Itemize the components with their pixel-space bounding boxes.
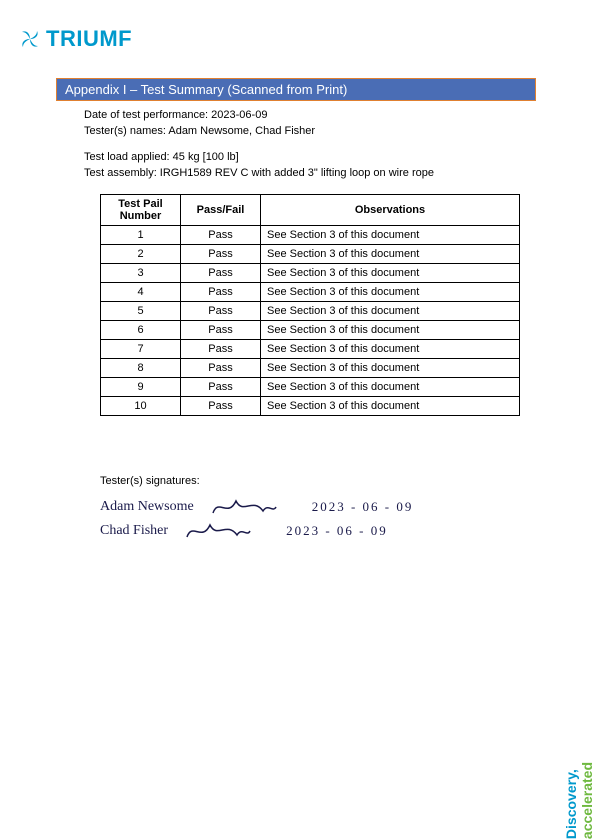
table-row: 6PassSee Section 3 of this document [101, 321, 520, 340]
signature-mark-icon [182, 517, 252, 545]
table-row: 5PassSee Section 3 of this document [101, 302, 520, 321]
footer-word-1: Discovery, [563, 769, 579, 839]
cell-observations: See Section 3 of this document [261, 245, 520, 264]
brand-name: TRIUMF [46, 26, 132, 52]
cell-pass-fail: Pass [181, 340, 261, 359]
table-row: 7PassSee Section 3 of this document [101, 340, 520, 359]
table-row: 4PassSee Section 3 of this document [101, 283, 520, 302]
table-row: 9PassSee Section 3 of this document [101, 378, 520, 397]
signature-date: 2023 - 06 - 09 [312, 499, 414, 515]
cell-pail-number: 2 [101, 245, 181, 264]
signature-line: Adam Newsome 2023 - 06 - 09 [100, 495, 413, 519]
cell-pail-number: 1 [101, 226, 181, 245]
cell-pail-number: 8 [101, 359, 181, 378]
results-table: Test Pail Number Pass/Fail Observations … [100, 194, 520, 416]
signature-block: Tester(s) signatures: Adam Newsome 2023 -… [100, 475, 413, 543]
table-row: 10PassSee Section 3 of this document [101, 397, 520, 416]
table-row: 1PassSee Section 3 of this document [101, 226, 520, 245]
signature-name: Adam Newsome [100, 499, 194, 515]
cell-pail-number: 9 [101, 378, 181, 397]
meta-assembly: Test assembly: IRGH1589 REV C with added… [84, 166, 434, 182]
cell-observations: See Section 3 of this document [261, 397, 520, 416]
table-row: 2PassSee Section 3 of this document [101, 245, 520, 264]
signature-line: Chad Fisher 2023 - 06 - 09 [100, 519, 413, 543]
table-row: 3PassSee Section 3 of this document [101, 264, 520, 283]
cell-pail-number: 5 [101, 302, 181, 321]
cell-pass-fail: Pass [181, 245, 261, 264]
meta-date: Date of test performance: 2023-06-09 [84, 108, 434, 124]
cell-observations: See Section 3 of this document [261, 226, 520, 245]
cell-pass-fail: Pass [181, 359, 261, 378]
cell-observations: See Section 3 of this document [261, 302, 520, 321]
cell-pail-number: 10 [101, 397, 181, 416]
cell-pail-number: 6 [101, 321, 181, 340]
signature-name: Chad Fisher [100, 523, 168, 539]
cell-pass-fail: Pass [181, 321, 261, 340]
signature-date: 2023 - 06 - 09 [286, 523, 388, 539]
results-table-wrap: Test Pail Number Pass/Fail Observations … [100, 194, 520, 416]
cell-pass-fail: Pass [181, 264, 261, 283]
cell-pail-number: 7 [101, 340, 181, 359]
meta-testers: Tester(s) names: Adam Newsome, Chad Fish… [84, 124, 434, 140]
banner-text: Appendix I – Test Summary (Scanned from … [65, 82, 347, 97]
brand-logo: TRIUMF [18, 26, 132, 52]
cell-observations: See Section 3 of this document [261, 378, 520, 397]
section-banner: Appendix I – Test Summary (Scanned from … [56, 78, 536, 101]
cell-pass-fail: Pass [181, 397, 261, 416]
footer-tagline: Discovery, accelerated [563, 762, 595, 839]
cell-pail-number: 4 [101, 283, 181, 302]
table-header-row: Test Pail Number Pass/Fail Observations [101, 195, 520, 226]
meta-block: Date of test performance: 2023-06-09 Tes… [84, 108, 434, 182]
cell-pass-fail: Pass [181, 378, 261, 397]
header-pass-fail: Pass/Fail [181, 195, 261, 226]
table-row: 8PassSee Section 3 of this document [101, 359, 520, 378]
cell-observations: See Section 3 of this document [261, 359, 520, 378]
meta-load: Test load applied: 45 kg [100 lb] [84, 150, 434, 166]
cell-observations: See Section 3 of this document [261, 340, 520, 359]
cell-pass-fail: Pass [181, 226, 261, 245]
cell-pail-number: 3 [101, 264, 181, 283]
cell-observations: See Section 3 of this document [261, 264, 520, 283]
header-observations: Observations [261, 195, 520, 226]
cell-observations: See Section 3 of this document [261, 283, 520, 302]
signature-label: Tester(s) signatures: [100, 475, 413, 487]
cell-pass-fail: Pass [181, 302, 261, 321]
pinwheel-icon [18, 27, 42, 51]
cell-observations: See Section 3 of this document [261, 321, 520, 340]
footer-word-2: accelerated [579, 762, 595, 839]
header-pail-number: Test Pail Number [101, 195, 181, 226]
cell-pass-fail: Pass [181, 283, 261, 302]
